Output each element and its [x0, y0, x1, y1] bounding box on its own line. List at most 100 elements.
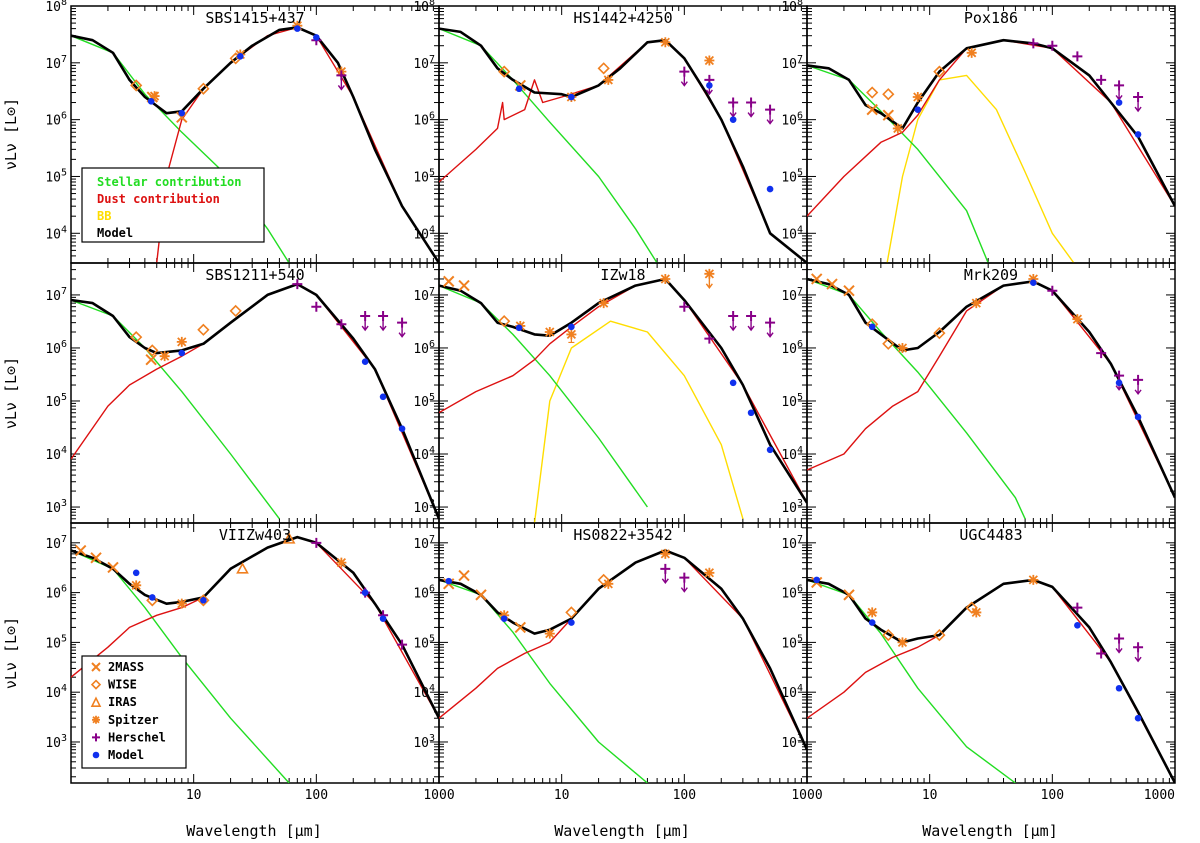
upper-limit-arrow: [747, 316, 755, 332]
panel-IZw18: 103 104 105 106 107 IZw18: [413, 262, 808, 524]
marker-2mass: [811, 273, 823, 285]
model-curve: [807, 38, 1175, 207]
plot-area: [71, 532, 439, 783]
marker-spitzer: [892, 123, 903, 134]
marker-model: [1134, 413, 1142, 421]
x-tick-label: 100: [673, 788, 696, 803]
y-tick-label: 106: [413, 339, 435, 357]
marker-model: [147, 98, 155, 105]
marker-model: [729, 116, 737, 123]
y-tick-label: 108: [413, 0, 435, 15]
y-tick-label: 103: [45, 733, 67, 751]
stellar-curve: [807, 64, 989, 263]
marker-model: [398, 425, 406, 433]
marker-model: [766, 185, 774, 193]
marker-spitzer: [544, 326, 555, 337]
legend-marker-wise: [90, 679, 102, 690]
marker-model: [132, 569, 140, 577]
legend-box: [81, 167, 265, 243]
panel-frame: [70, 262, 440, 524]
plot-area: [439, 27, 807, 263]
marker-model: [868, 323, 876, 331]
marker-spitzer: [159, 351, 170, 362]
model-curve: [439, 277, 807, 504]
y-tick-label: 104: [413, 683, 435, 701]
marker-2mass: [514, 621, 527, 634]
y-tick-label: 106: [45, 584, 67, 602]
marker-wise: [597, 62, 610, 75]
marker-model: [729, 379, 737, 387]
legend-entry: Dust contribution: [97, 192, 220, 206]
marker-herschel: [311, 301, 322, 312]
marker-spitzer: [912, 92, 923, 103]
dust-curve: [439, 39, 807, 263]
marker-model: [445, 577, 453, 585]
legend-marker-model: [92, 751, 100, 759]
marker-herschel: [397, 639, 408, 650]
model-curve: [807, 277, 1175, 499]
marker-2mass: [866, 103, 878, 116]
marker-spitzer: [131, 580, 142, 591]
marker-model: [1134, 714, 1142, 722]
panel-HS1442+4250: 104 105 106 107 108 HS1442+4250: [413, 0, 808, 264]
upper-limit-arrow: [379, 316, 387, 332]
y-tick-label: 105: [45, 633, 67, 651]
marker-model: [747, 409, 755, 417]
marker-model: [914, 106, 922, 113]
model-curve: [439, 549, 807, 751]
y-tick-label: 105: [781, 392, 803, 410]
marker-wise: [933, 327, 946, 340]
plot-area: [71, 20, 439, 263]
panel-title: Mrk209: [964, 266, 1018, 284]
stellar-curve: [439, 579, 648, 783]
x-tick-label: 100: [1041, 788, 1064, 803]
marker-herschel: [336, 319, 347, 330]
upper-limit-arrow: [729, 316, 737, 332]
marker-herschel: [1072, 51, 1083, 62]
panel-title: VIIZw403: [219, 526, 291, 544]
marker-2mass: [75, 544, 87, 557]
marker-wise: [933, 628, 946, 642]
legend-entry: WISE: [108, 678, 137, 692]
y-tick-label: 106: [413, 584, 435, 602]
y-tick-label: 104: [45, 224, 67, 242]
marker-wise: [597, 573, 610, 587]
marker-2mass: [90, 552, 102, 564]
y-tick-label: 108: [45, 0, 67, 15]
x-axis-label-1: Wavelength [μm]: [186, 822, 321, 840]
panel-Pox186: 104 105 106 107 108 Pox186: [781, 0, 1176, 264]
plot-area: [71, 279, 439, 520]
marker-model: [379, 393, 387, 401]
marker-spitzer: [1028, 273, 1039, 284]
y-tick-label: 106: [781, 339, 803, 357]
marker-spitzer: [176, 336, 187, 347]
legend-entry: BB: [97, 209, 111, 223]
legend-entry: Model: [97, 226, 133, 240]
y-tick-label: 106: [781, 584, 803, 602]
marker-2mass: [443, 275, 455, 288]
marker-herschel: [1047, 40, 1058, 51]
y-tick-label: 107: [45, 286, 67, 304]
marker-model: [178, 109, 186, 117]
y-tick-label: 107: [413, 286, 435, 304]
x-tick-label: 10: [922, 788, 938, 803]
legend-entry: Model: [108, 748, 144, 762]
y-tick-label: 106: [781, 111, 803, 129]
y-tick-label: 103: [781, 498, 803, 516]
y-tick-label: 105: [781, 167, 803, 185]
plot-area: [807, 574, 1175, 783]
legend-box: [81, 655, 187, 769]
marker-wise: [565, 606, 578, 619]
y-tick-label: 108: [781, 0, 803, 15]
marker-model: [1115, 99, 1123, 106]
legend-entry: Spitzer: [108, 713, 159, 727]
marker-2mass: [826, 278, 838, 290]
y-tick-label: 107: [781, 534, 803, 552]
marker-herschel: [1072, 602, 1083, 613]
panel-title: Pox186: [964, 9, 1018, 27]
marker-model: [568, 619, 575, 626]
marker-spitzer: [499, 610, 510, 621]
x-tick-label: 10: [554, 788, 570, 803]
legend-entry: Herschel: [108, 730, 166, 744]
